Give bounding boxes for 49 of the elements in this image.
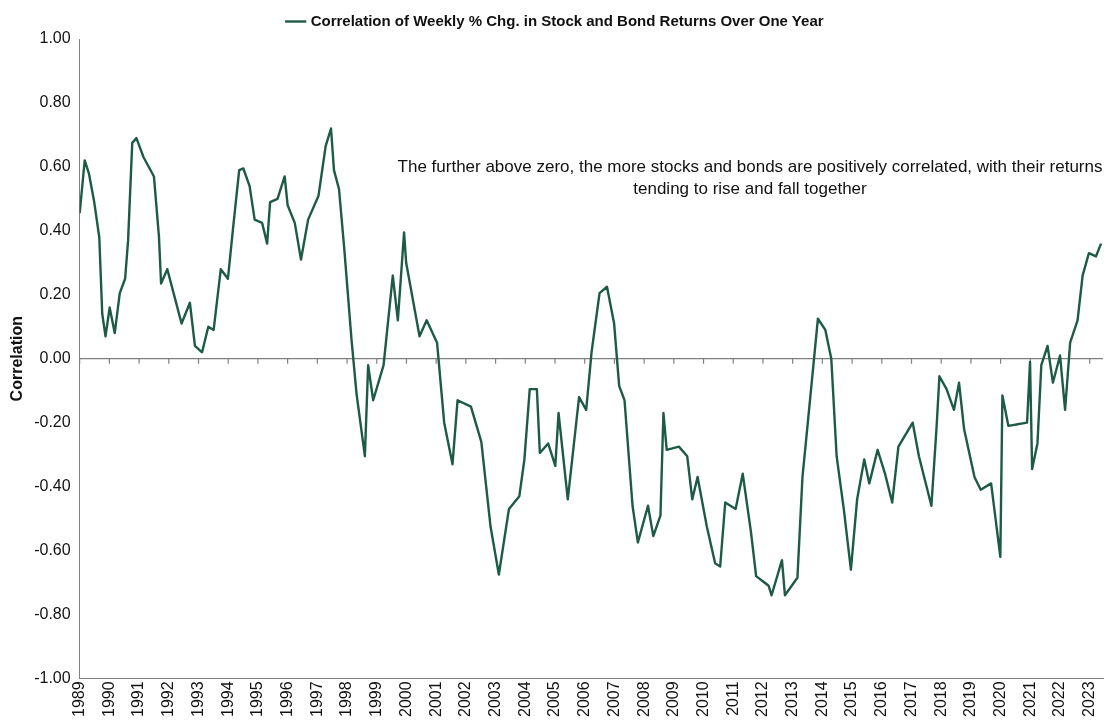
x-tick-label: 2013 — [783, 681, 801, 717]
x-tick-label: 1991 — [129, 681, 147, 717]
x-tick-label: 2010 — [693, 681, 711, 717]
x-tick-label: 1992 — [159, 681, 177, 717]
x-tick-label: 2011 — [723, 681, 741, 716]
x-tick-label: 2015 — [842, 681, 860, 717]
y-tick-label: -1.00 — [34, 668, 71, 686]
x-tick-label: 2005 — [545, 681, 563, 717]
x-tick-label: 2009 — [664, 681, 682, 717]
x-tick-label: 2020 — [991, 681, 1009, 717]
legend-label: Correlation of Weekly % Chg. in Stock and Bond Returns Over One Year — [310, 11, 824, 29]
x-tick-label: 2017 — [901, 681, 919, 717]
y-tick-label: 0.60 — [39, 157, 71, 175]
x-tick-label: 2016 — [872, 681, 890, 717]
x-tick-label: 2004 — [515, 681, 533, 717]
x-tick-label: 1990 — [99, 681, 117, 717]
y-tick-label: 0.00 — [39, 349, 71, 367]
x-tick-label: 2003 — [485, 681, 503, 717]
x-tick-label: 1995 — [248, 681, 266, 717]
x-tick-label: 2023 — [1080, 681, 1098, 717]
y-tick-label: 1.00 — [39, 29, 71, 47]
x-tick-label: 1998 — [337, 681, 355, 717]
x-tick-label: 1999 — [367, 681, 385, 717]
y-tick-label: 0.40 — [39, 221, 71, 239]
x-tick-label: 2018 — [931, 681, 949, 717]
y-tick-label: -0.40 — [34, 476, 71, 494]
y-tick-label: -0.20 — [34, 413, 71, 431]
y-tick-label: -0.80 — [34, 604, 71, 622]
x-tick-label: 2001 — [426, 681, 444, 717]
x-tick-label: 2008 — [634, 681, 652, 717]
annotation: The further above zero, the more stocks and bonds are positively correlated, with their returns tending to rise and fall together — [397, 156, 1103, 198]
x-tick-label: 2019 — [961, 681, 979, 717]
x-tick-label: 2002 — [456, 681, 474, 717]
x-tick-label: 2012 — [753, 681, 771, 717]
x-tick-label: 2014 — [812, 681, 830, 717]
x-tick-label: 2006 — [575, 681, 593, 717]
x-tick-label: 2021 — [1020, 681, 1038, 717]
x-tick-label: 1997 — [307, 681, 325, 717]
y-axis-title: Correlation — [8, 316, 26, 402]
x-tick-label: 1993 — [188, 681, 206, 717]
x-tick-label: 2007 — [604, 681, 622, 717]
y-tick-label: -0.60 — [34, 540, 71, 558]
x-tick-label: 1989 — [70, 681, 88, 717]
x-tick-label: 2000 — [396, 681, 414, 717]
x-tick-label: 1994 — [218, 681, 236, 717]
y-tick-label: 0.80 — [39, 93, 71, 111]
x-tick-label: 2022 — [1050, 681, 1068, 717]
y-tick-label: 0.20 — [39, 285, 71, 303]
x-tick-label: 1996 — [278, 681, 296, 717]
